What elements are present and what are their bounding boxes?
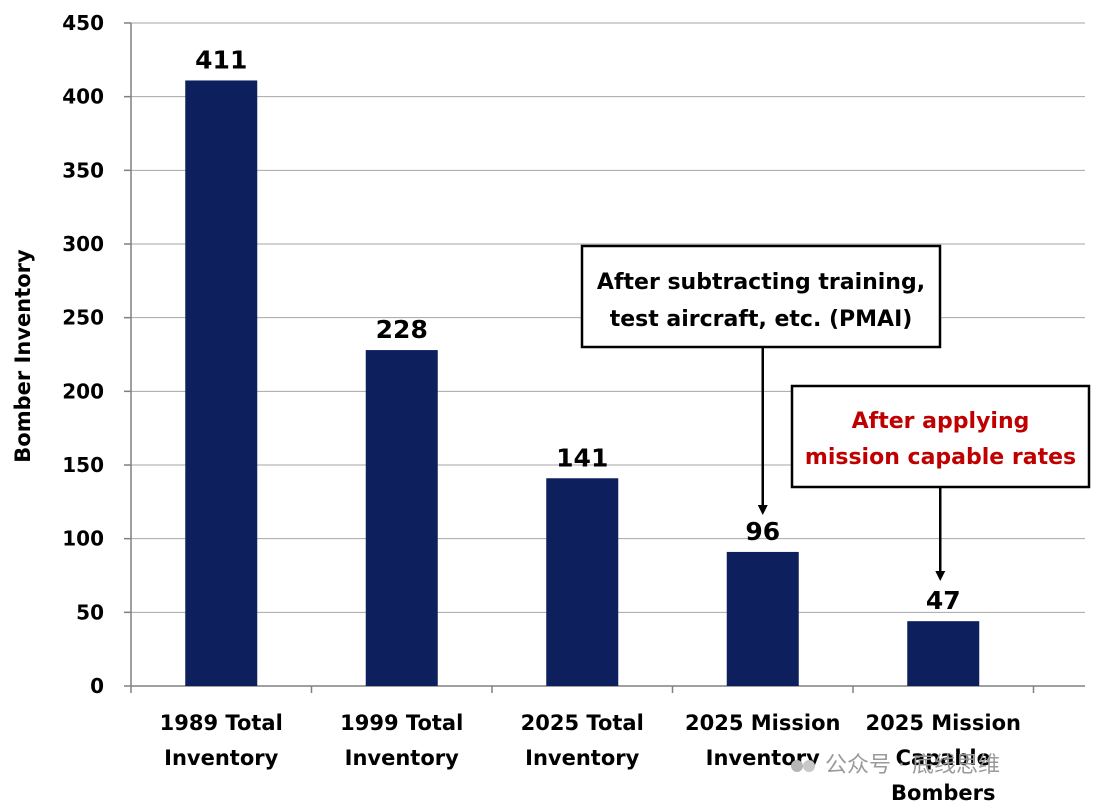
x-category-label: Inventory: [164, 746, 278, 770]
y-tick-label: 300: [62, 232, 104, 256]
x-category-labels: 1989 Total Inventory 1999 Total Inventory 20…: [160, 711, 1021, 805]
x-category-label: Inventory: [345, 746, 459, 770]
watermark-logo-icon: [791, 760, 815, 772]
y-tick-label: 0: [90, 674, 104, 698]
x-category-label: Inventory: [525, 746, 639, 770]
x-category-label: 2025 Mission: [685, 711, 840, 735]
annotation-box: [580, 244, 942, 349]
annotations: After subtracting training, test aircraft…: [580, 244, 1091, 581]
x-category-label: Capable: [896, 746, 991, 770]
y-tick-label: 50: [76, 600, 104, 624]
x-category-label: 2025 Mission: [866, 711, 1021, 735]
y-tick-label: 150: [62, 453, 104, 477]
y-tick-label: 250: [62, 306, 104, 330]
y-axis-label: Bomber Inventory: [11, 249, 35, 463]
annotation-text: mission capable rates: [805, 445, 1076, 470]
bar: [546, 478, 619, 686]
data-label: 141: [556, 443, 608, 472]
annotation-text: After subtracting training,: [597, 270, 925, 295]
watermark-text: 公众号 · 底线思维: [825, 753, 1000, 778]
data-labels: 411 228 141 96 47: [195, 45, 960, 615]
x-category-label: 2025 Total: [521, 711, 644, 735]
y-tick-label: 200: [62, 379, 104, 403]
data-label: 411: [195, 45, 247, 74]
y-tick-label: 450: [62, 11, 104, 35]
y-tick-label: 100: [62, 527, 104, 551]
annotation-text: After applying: [852, 409, 1030, 434]
x-category-label: 1989 Total: [160, 711, 283, 735]
x-category-label: 1999 Total: [340, 711, 463, 735]
annotation-text: test aircraft, etc. (PMAI): [610, 307, 913, 332]
bars: [185, 80, 980, 686]
bar: [907, 621, 980, 686]
x-category-label: Bombers: [891, 781, 995, 805]
bar: [365, 350, 438, 686]
y-tick-labels: 0 50 100 150 200 250 300 350 400 450: [62, 11, 104, 698]
y-tick-label: 400: [62, 85, 104, 109]
y-tick-label: 350: [62, 158, 104, 182]
bar: [185, 80, 258, 686]
data-label: 96: [745, 517, 780, 546]
annotation-box: [790, 384, 1091, 489]
data-label: 228: [376, 315, 428, 344]
data-label: 47: [926, 586, 961, 615]
bar: [726, 551, 799, 686]
